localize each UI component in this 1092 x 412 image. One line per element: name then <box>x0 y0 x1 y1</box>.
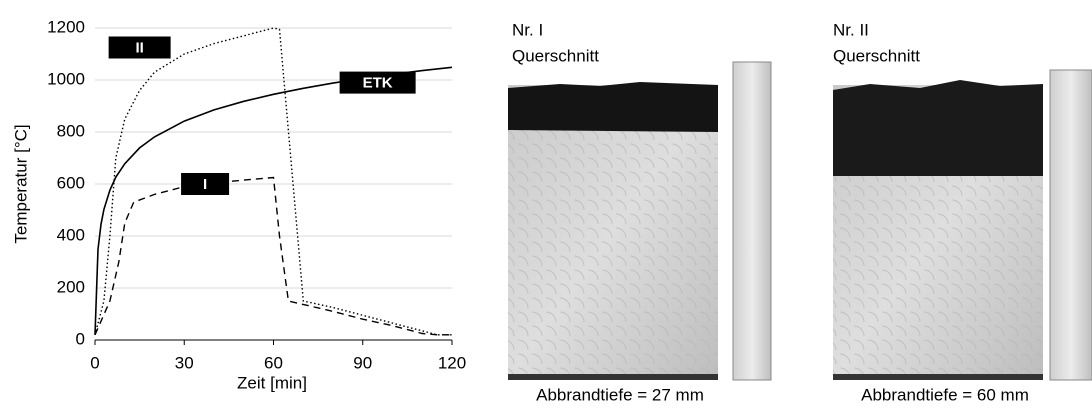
x-tick-label: 120 <box>438 353 466 372</box>
y-axis-title: Temperatur [°C] <box>11 124 30 243</box>
char-layer <box>833 80 1043 176</box>
y-tick-label: 800 <box>57 121 85 140</box>
x-axis-title: Zeit [min] <box>237 373 307 392</box>
legend-box <box>108 36 171 59</box>
legend-label: I <box>203 176 207 193</box>
series-line <box>94 27 452 336</box>
ruler <box>1049 69 1092 381</box>
panel-caption: Abbrandtiefe = 27 mm <box>536 385 704 404</box>
sample-edge <box>833 374 1043 380</box>
ruler <box>732 61 772 381</box>
x-tick-label: 0 <box>90 353 99 372</box>
x-tick-label: 60 <box>264 353 283 372</box>
wood-grain <box>833 175 1043 380</box>
y-tick-label: 400 <box>57 225 85 244</box>
x-tick-label: 30 <box>175 353 194 372</box>
panel-subtitle: Querschnitt <box>833 46 920 65</box>
legend-box <box>181 173 230 195</box>
x-tick-label: 90 <box>353 353 372 372</box>
y-tick-label: 1000 <box>47 69 85 88</box>
panel-caption: Abbrandtiefe = 60 mm <box>861 385 1029 404</box>
wood-grain <box>508 130 718 380</box>
legend-box <box>339 71 416 94</box>
char-layer <box>508 82 718 132</box>
y-tick-label: 600 <box>57 173 85 192</box>
y-tick-label: 0 <box>76 329 85 348</box>
panel-title: Nr. I <box>512 20 543 39</box>
y-tick-label: 1200 <box>47 17 85 36</box>
panel-subtitle: Querschnitt <box>512 46 599 65</box>
series-line <box>94 176 452 336</box>
series-line <box>94 66 453 335</box>
sample-edge <box>508 374 718 380</box>
y-tick-label: 200 <box>57 277 85 296</box>
panel-title: Nr. II <box>833 20 869 39</box>
legend-label: II <box>135 39 143 56</box>
legend-label: ETK <box>363 75 393 92</box>
